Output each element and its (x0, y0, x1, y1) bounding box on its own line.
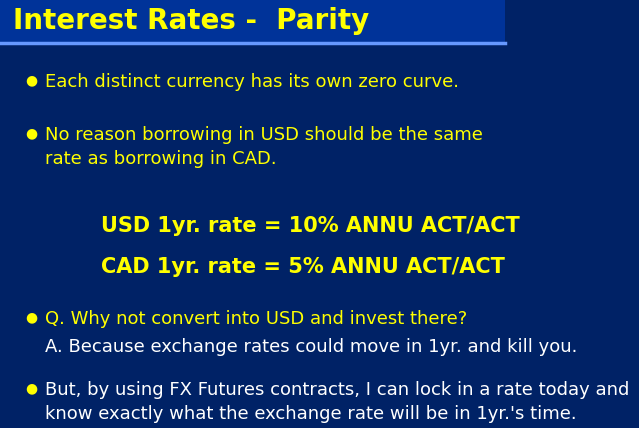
Text: Each distinct currency has its own zero curve.: Each distinct currency has its own zero … (45, 74, 459, 92)
FancyBboxPatch shape (0, 0, 505, 43)
Text: ●: ● (26, 310, 38, 324)
Text: ●: ● (26, 74, 38, 87)
Text: CAD 1yr. rate = 5% ANNU ACT/ACT: CAD 1yr. rate = 5% ANNU ACT/ACT (101, 257, 505, 277)
Text: A. Because exchange rates could move in 1yr. and kill you.: A. Because exchange rates could move in … (45, 339, 578, 357)
Text: No reason borrowing in USD should be the same
rate as borrowing in CAD.: No reason borrowing in USD should be the… (45, 126, 483, 168)
Text: But, by using FX Futures contracts, I can lock in a rate today and
know exactly : But, by using FX Futures contracts, I ca… (45, 381, 630, 423)
Text: ●: ● (26, 381, 38, 395)
Text: USD 1yr. rate = 10% ANNU ACT/ACT: USD 1yr. rate = 10% ANNU ACT/ACT (101, 216, 520, 236)
Text: Interest Rates -  Parity: Interest Rates - Parity (13, 7, 369, 35)
Text: ●: ● (26, 126, 38, 140)
Text: Q. Why not convert into USD and invest there?: Q. Why not convert into USD and invest t… (45, 310, 468, 328)
